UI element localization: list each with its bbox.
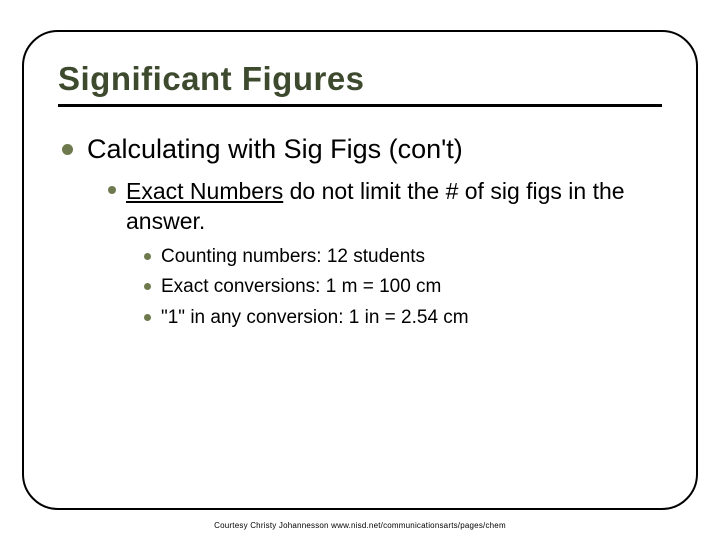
- circle-bullet-icon: [144, 314, 151, 321]
- circle-bullet-icon: [144, 253, 151, 260]
- slide-frame: Significant Figures Calculating with Sig…: [22, 30, 698, 510]
- slide-title: Significant Figures: [58, 60, 662, 102]
- bullet-lvl3: Counting numbers: 12 students: [144, 245, 662, 270]
- title-underline: [58, 104, 662, 107]
- bullet-lvl2: Exact Numbers do not limit the # of sig …: [108, 177, 662, 237]
- lvl2-text: Exact Numbers do not limit the # of sig …: [126, 177, 662, 237]
- lvl3-text-0: Counting numbers: 12 students: [161, 245, 425, 270]
- lvl3-text-1: Exact conversions: 1 m = 100 cm: [161, 275, 441, 300]
- lvl3-text-2: "1" in any conversion: 1 in = 2.54 cm: [161, 306, 469, 331]
- bullet-lvl3: "1" in any conversion: 1 in = 2.54 cm: [144, 306, 662, 331]
- lvl1-text: Calculating with Sig Figs (con't): [87, 133, 463, 167]
- circle-bullet-icon: [108, 186, 116, 194]
- circle-bullet-icon: [144, 283, 151, 290]
- circle-bullet-icon: [62, 144, 73, 155]
- footer-credit: Courtesy Christy Johannesson www.nisd.ne…: [0, 521, 720, 530]
- bullet-lvl1: Calculating with Sig Figs (con't): [62, 133, 662, 167]
- lvl2-underlined: Exact Numbers: [126, 178, 283, 204]
- bullet-lvl3: Exact conversions: 1 m = 100 cm: [144, 275, 662, 300]
